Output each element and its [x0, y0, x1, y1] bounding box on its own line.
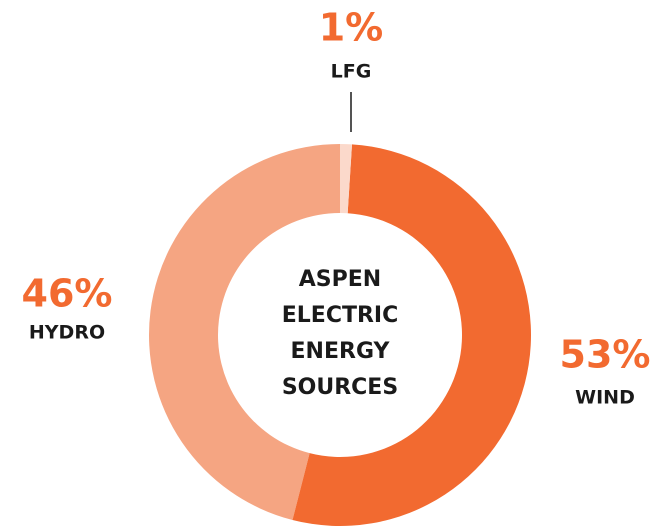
chart-title: ASPEN ELECTRIC ENERGY SOURCES: [282, 267, 399, 400]
slice: [292, 144, 531, 526]
category-label: LFG: [331, 61, 372, 83]
slice: [340, 144, 352, 214]
slice: [149, 144, 340, 520]
value-label: 1%: [319, 6, 384, 50]
category-label: WIND: [575, 387, 635, 409]
value-label: 53%: [560, 333, 651, 377]
value-label: 46%: [22, 272, 113, 316]
category-label: HYDRO: [29, 322, 105, 344]
